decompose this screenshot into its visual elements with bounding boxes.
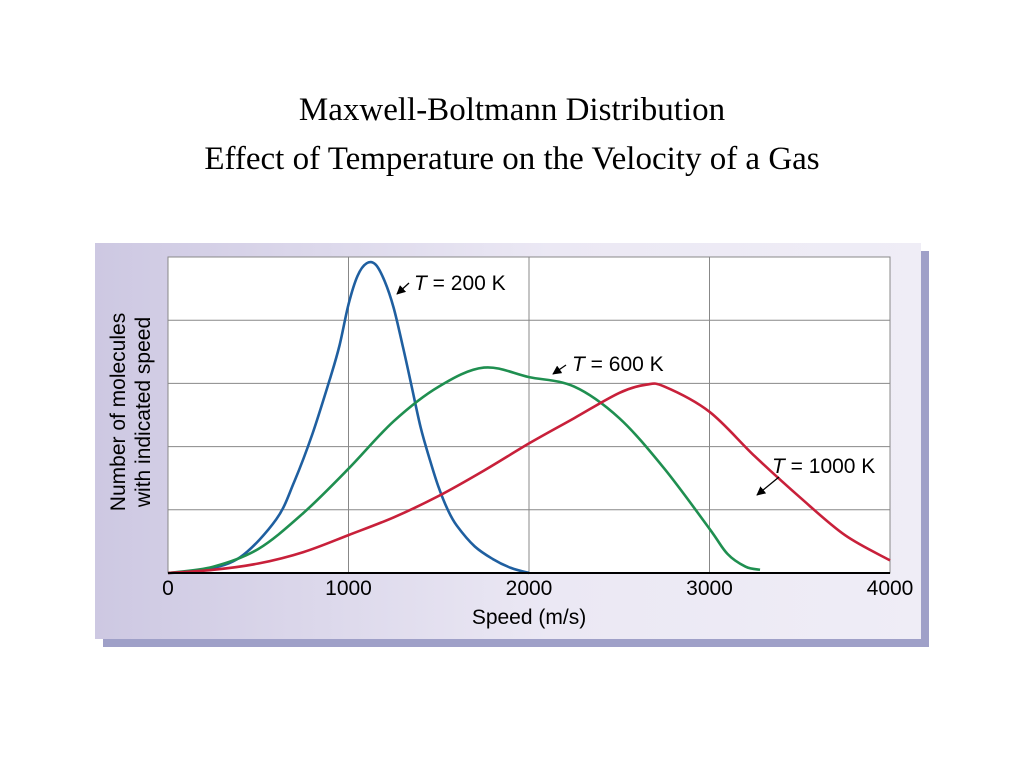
curve-label-1: T = 200 K <box>414 272 506 295</box>
x-tick-label: 0 <box>162 577 174 600</box>
x-tick-label: 2000 <box>506 577 553 600</box>
slide-title-line2: Effect of Temperature on the Velocity of… <box>204 141 820 177</box>
series-line-1 <box>167 260 530 575</box>
y-axis-label-line1: Number of molecules <box>107 313 130 511</box>
curve-label-3: T = 1000 K <box>772 455 875 478</box>
series-line-2 <box>167 366 761 575</box>
annotation-arrow <box>396 282 410 295</box>
curves <box>167 260 891 575</box>
x-axis-label: Speed (m/s) <box>472 606 586 629</box>
slide-title-line1: Maxwell-Boltmann Distribution <box>298 92 726 128</box>
curve-annotations: T = 200 K T = 600 K T = 1000 K <box>396 272 875 496</box>
series-line-3 <box>167 382 891 575</box>
curve-label-2: T = 600 K <box>572 353 664 376</box>
x-tick-label: 4000 <box>867 577 914 600</box>
x-tick-label: 3000 <box>686 577 733 600</box>
slide-title: Maxwell-Boltmann Distribution Effect of … <box>0 86 1024 184</box>
y-axis-label-line2: with indicated speed <box>132 317 155 508</box>
annotation-arrow <box>552 364 567 375</box>
annotation-arrow <box>756 476 780 496</box>
x-tick-labels: 0 1000 2000 3000 4000 <box>162 577 913 600</box>
x-tick-label: 1000 <box>325 577 372 600</box>
